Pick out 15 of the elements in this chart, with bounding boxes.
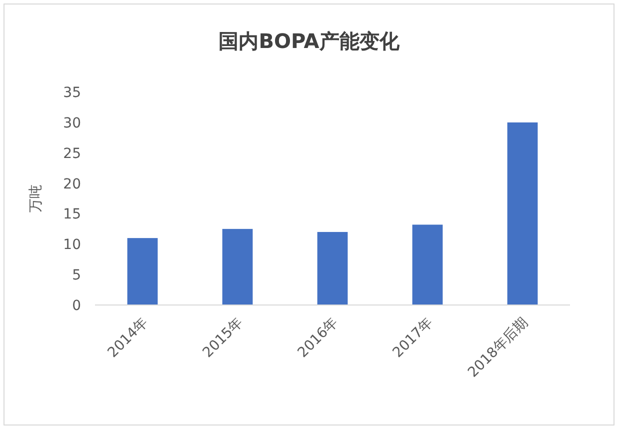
chart-title: 国内BOPA产能变化 xyxy=(218,29,400,53)
bar xyxy=(507,122,538,305)
y-tick-label: 20 xyxy=(63,176,81,192)
bar xyxy=(317,232,348,305)
y-tick-label: 5 xyxy=(72,268,81,284)
bar xyxy=(222,228,253,305)
y-tick-label: 25 xyxy=(63,146,81,162)
bar xyxy=(127,238,158,305)
bar xyxy=(412,224,443,305)
y-tick-label: 30 xyxy=(63,115,81,132)
y-axis-title: 万吨 xyxy=(28,184,44,212)
y-tick-label: 10 xyxy=(63,237,81,254)
y-tick-label: 15 xyxy=(63,206,81,223)
y-tick-label: 35 xyxy=(63,85,81,101)
y-tick-label: 0 xyxy=(72,298,81,314)
